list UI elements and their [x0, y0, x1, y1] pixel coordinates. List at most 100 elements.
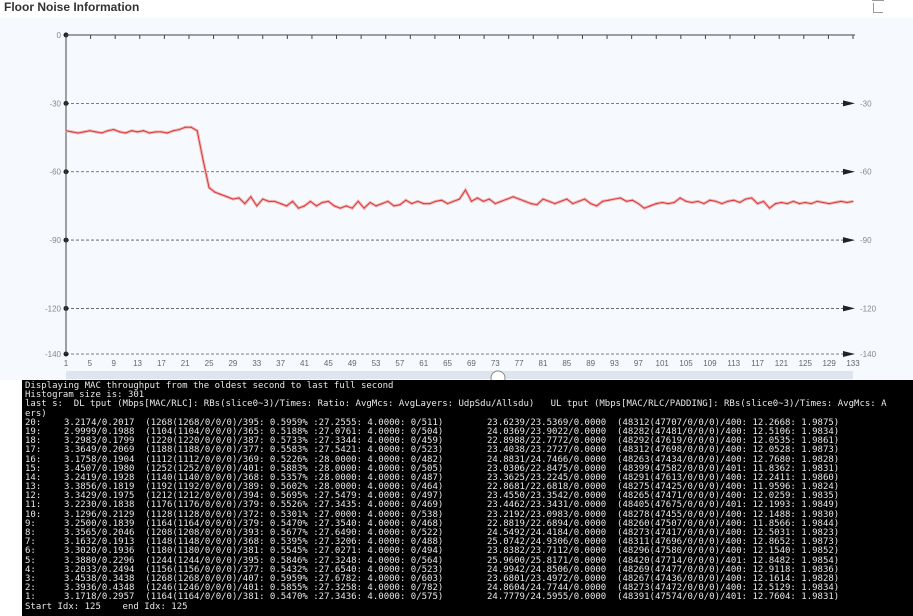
row-label: 4: — [25, 564, 36, 575]
row-label: 5: — [25, 555, 36, 566]
x-tick-label: 73 — [491, 359, 500, 368]
data-point — [643, 207, 645, 209]
terminal-row: 16: 3.1758/0.1904 (1112(1112/0/0/0)/369: … — [25, 455, 913, 465]
row-ul: 23.6801/23.4972/0.0000 (48267(47436/0/0/… — [487, 573, 840, 584]
data-point — [184, 126, 186, 128]
data-point — [107, 130, 109, 132]
y-tick-label: -140 — [45, 350, 62, 359]
row-dl: 3.1296/0.2129 (1128(1128/0/0/0)/372: 0.5… — [64, 509, 444, 520]
data-point — [196, 130, 198, 132]
row-ul: 24.8604/24.7744/0.0000 (48273(47472/0/0/… — [487, 583, 840, 594]
data-point — [816, 200, 818, 202]
row-label: 19: — [25, 426, 42, 437]
data-point — [804, 201, 806, 204]
expand-icon[interactable] — [872, 0, 884, 13]
data-point — [202, 159, 204, 161]
data-point — [441, 199, 443, 201]
x-tick-label: 17 — [157, 359, 166, 368]
terminal-row: 14: 3.2419/0.1928 (1140(1140/0/0/0)/368: … — [25, 472, 913, 483]
x-tick-label: 85 — [562, 359, 571, 368]
terminal-line: last s: DL tput (Mbps[MAC/RLC]: RBs(slic… — [25, 399, 887, 410]
row-ul: 23.2192/23.0983/0.0000 (48278(47455/0/0/… — [487, 509, 840, 520]
row-label: 20: — [25, 417, 42, 428]
data-point — [852, 200, 854, 202]
data-point — [548, 200, 550, 202]
data-point — [757, 203, 759, 205]
row-ul: 23.4462/23.3431/0.0000 (48405(47675/0/0/… — [487, 500, 840, 511]
row-label: 17: — [25, 445, 42, 456]
data-point — [357, 200, 359, 202]
row-dl: 3.1632/0.1913 (1148(1148/0/0/0)/368: 0.5… — [64, 537, 444, 548]
data-point — [745, 198, 747, 200]
zoom-handle[interactable] — [490, 370, 506, 380]
data-point — [309, 200, 312, 202]
terminal-row: 20: 3.2174/0.2017 (1268(1268/0/0/0)/395: … — [25, 417, 913, 428]
data-point — [244, 203, 246, 205]
data-point — [154, 131, 157, 133]
row-ul: 24.5492/24.4184/0.0000 (48273(47417/0/0/… — [487, 528, 840, 538]
data-point — [291, 200, 294, 202]
x-tick-label: 13 — [133, 359, 142, 368]
data-point — [709, 199, 711, 201]
data-point — [834, 201, 836, 204]
data-point — [560, 200, 562, 202]
data-point — [285, 205, 288, 207]
row-ul: 22.8988/22.7772/0.0000 (48292(47619/0/0/… — [487, 436, 840, 447]
x-tick-label: 117 — [751, 359, 764, 368]
data-point — [494, 203, 496, 205]
data-point — [607, 199, 610, 201]
x-tick-label: 101 — [656, 359, 670, 368]
x-tick-label: 121 — [775, 359, 789, 368]
data-point — [303, 205, 306, 207]
data-point — [71, 131, 73, 133]
terminal-row: 2: 3.3936/0.4348 (1246(1246/0/0/0)/401: 0… — [25, 583, 913, 594]
data-point — [226, 196, 228, 198]
terminal-row: 7: 3.1632/0.1913 (1148(1148/0/0/0)/368: 0… — [25, 537, 913, 548]
data-point — [208, 187, 210, 189]
x-tick-label: 1 — [64, 359, 69, 368]
data-point — [554, 203, 556, 205]
data-point — [518, 198, 520, 200]
data-point — [280, 203, 282, 205]
data-point — [792, 200, 794, 202]
row-label: 12: — [25, 491, 42, 502]
data-point — [435, 200, 437, 202]
data-point — [566, 198, 568, 200]
data-point — [327, 200, 329, 202]
data-point — [446, 203, 449, 205]
data-point — [476, 197, 478, 199]
data-point — [500, 200, 502, 202]
data-point — [572, 203, 574, 205]
row-dl: 3.2419/0.1928 (1140(1140/0/0/0)/368: 0.5… — [64, 472, 444, 483]
row-dl: 3.3020/0.1936 (1180(1180/0/0/0)/381: 0.5… — [64, 546, 444, 557]
data-point — [345, 205, 347, 207]
data-point — [685, 200, 687, 202]
data-point — [363, 207, 365, 209]
arrow-icon — [843, 305, 855, 312]
data-point — [351, 207, 353, 209]
data-point — [584, 198, 586, 200]
y-tick-label: 0 — [57, 31, 62, 40]
data-point — [661, 201, 663, 204]
terminal-row: 18: 3.2983/0.1799 (1220(1220/0/0/0)/387: … — [25, 436, 913, 447]
terminal-output: Displaying MAC throughput from the oldes… — [22, 380, 913, 616]
x-tick-label: 45 — [324, 359, 333, 368]
data-point — [262, 198, 264, 200]
data-point — [178, 128, 180, 131]
row-dl: 3.3429/0.1975 (1212(1212/0/0/0)/394: 0.5… — [64, 491, 444, 502]
data-point — [810, 203, 812, 205]
zoom-scrollbar[interactable] — [66, 371, 853, 379]
row-dl: 3.3936/0.4348 (1246(1246/0/0/0)/401: 0.5… — [64, 583, 444, 594]
x-tick-label: 25 — [205, 359, 214, 368]
data-point — [339, 207, 341, 209]
data-point — [160, 131, 162, 133]
x-tick-label: 129 — [822, 359, 836, 368]
y-tick-label: -60 — [49, 168, 61, 177]
row-label: 1: — [25, 592, 36, 603]
arrow-icon — [843, 351, 855, 357]
x-tick-label: 29 — [228, 359, 237, 368]
terminal-row: 3: 3.4538/0.3438 (1268(1268/0/0/0)/407: 0… — [25, 573, 913, 584]
x-tick-label: 93 — [610, 359, 619, 368]
data-point — [542, 198, 544, 200]
series-line — [65, 126, 854, 209]
